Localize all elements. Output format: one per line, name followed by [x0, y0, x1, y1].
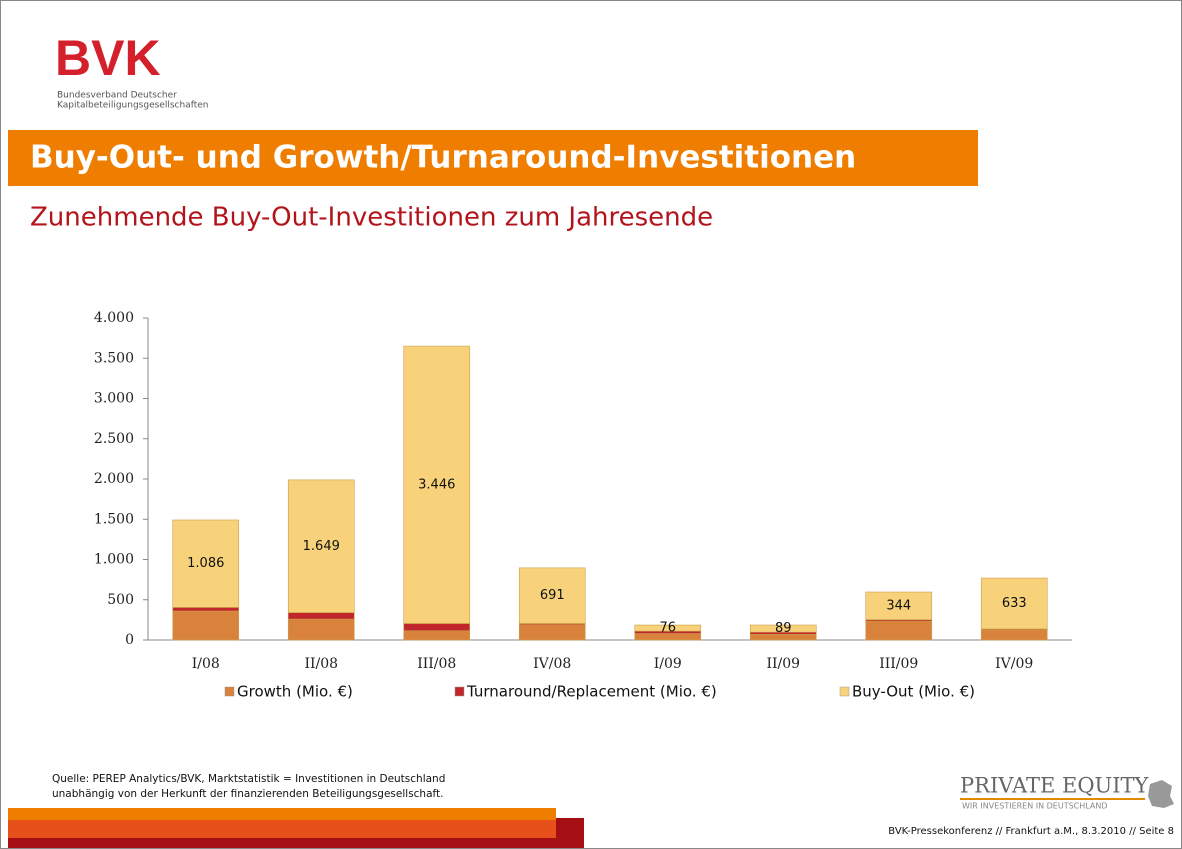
legend-swatch	[839, 686, 850, 697]
bar-segment	[287, 479, 355, 613]
x-tick-label: IV/09	[995, 656, 1033, 672]
data-label: 1.086	[187, 556, 224, 571]
bar-segment	[172, 519, 240, 608]
data-label: 1.649	[303, 539, 340, 554]
brand-tagline: WIR INVESTIEREN IN DEUTSCHLAND	[962, 802, 1108, 811]
bar-segment	[403, 345, 471, 624]
footer: BVK-Pressekonferenz // Frankfurt a.M., 8…	[888, 826, 1174, 837]
x-tick-label: I/09	[654, 656, 682, 672]
bar-segment	[287, 612, 355, 620]
data-label: 76	[659, 621, 676, 636]
title-bar	[8, 130, 978, 186]
legend-label: Buy-Out (Mio. €)	[852, 683, 975, 701]
slide-subtitle: Zunehmende Buy-Out-Investitionen zum Jah…	[30, 203, 713, 233]
legend-label: Turnaround/Replacement (Mio. €)	[466, 683, 717, 701]
data-label: 691	[540, 588, 565, 603]
logo-line: Bundesverband Deutscher	[57, 91, 177, 101]
x-tick-label: III/09	[879, 656, 918, 672]
source-line: unabhängig von der Herkunft der finanzie…	[52, 788, 444, 800]
data-label: 3.446	[418, 477, 455, 492]
y-tick-label: 3.500	[94, 350, 134, 366]
legend-swatch	[454, 686, 465, 697]
data-label: 344	[886, 598, 911, 613]
y-tick-label: 2.000	[94, 471, 134, 487]
x-tick-label: III/08	[417, 656, 456, 672]
bar-segment	[865, 591, 933, 621]
logo-line: Kapitalbeteiligungsgesellschaften	[57, 101, 208, 111]
x-tick-label: II/09	[766, 656, 800, 672]
bar-segment	[403, 623, 471, 632]
bar-segment	[518, 567, 586, 624]
bar-segment	[980, 629, 1048, 641]
data-label: 633	[1002, 596, 1027, 611]
y-tick-label: 500	[107, 592, 134, 608]
slide-title: Buy-Out- und Growth/Turnaround-Investiti…	[30, 140, 856, 176]
x-tick-label: I/08	[192, 656, 220, 672]
stripe	[8, 808, 556, 820]
bar-segment	[980, 577, 1048, 630]
data-label: 89	[775, 621, 792, 636]
bar-segment	[287, 618, 355, 641]
x-tick-label: II/08	[304, 656, 338, 672]
y-tick-label: 1.500	[94, 511, 134, 527]
stripe	[8, 838, 584, 848]
y-tick-label: 1.000	[94, 552, 134, 568]
bar-segment	[865, 620, 933, 641]
bar-segment	[634, 624, 702, 632]
y-tick-label: 0	[125, 632, 134, 648]
y-tick-label: 3.000	[94, 391, 134, 407]
source-line: Quelle: PEREP Analytics/BVK, Marktstatis…	[52, 773, 445, 785]
logo-name: BVK	[55, 30, 161, 86]
x-tick-label: IV/08	[533, 656, 571, 672]
germany-icon	[1148, 780, 1174, 808]
legend-label: Growth (Mio. €)	[237, 683, 353, 701]
brand-name: PRIVATE EQUITY	[960, 774, 1150, 798]
bar-segment	[749, 624, 817, 633]
stripe	[8, 820, 556, 838]
y-tick-label: 2.500	[94, 431, 134, 447]
bar-segment	[403, 630, 471, 641]
bar-segment	[172, 607, 240, 612]
legend-swatch	[224, 686, 235, 697]
y-tick-label: 4.000	[94, 310, 134, 326]
bar-segment	[172, 610, 240, 641]
bar-segment	[518, 624, 586, 641]
